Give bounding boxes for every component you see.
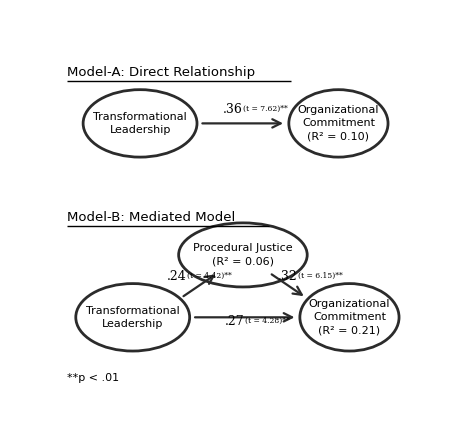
Text: .24: .24 (167, 270, 187, 283)
Text: (t = 4.42)**: (t = 4.42)** (187, 272, 232, 279)
Text: .27: .27 (225, 315, 245, 328)
Text: .32: .32 (278, 270, 297, 283)
Ellipse shape (289, 90, 388, 157)
Ellipse shape (179, 223, 307, 287)
Ellipse shape (83, 90, 197, 157)
Text: Organizational
Commitment
(R² = 0.21): Organizational Commitment (R² = 0.21) (309, 299, 390, 336)
Ellipse shape (300, 283, 399, 351)
Text: Transformational
Leadership: Transformational Leadership (86, 306, 180, 329)
Text: .36: .36 (223, 103, 243, 116)
Text: (t = 7.62)**: (t = 7.62)** (243, 105, 288, 113)
Text: **p < .01: **p < .01 (66, 373, 118, 383)
Text: Procedural Justice
(R² = 0.06): Procedural Justice (R² = 0.06) (193, 244, 293, 266)
Text: Organizational
Commitment
(R² = 0.10): Organizational Commitment (R² = 0.10) (298, 105, 379, 141)
Ellipse shape (76, 283, 190, 351)
Text: Model-B: Mediated Model: Model-B: Mediated Model (66, 211, 235, 224)
Text: (t = 6.15)**: (t = 6.15)** (298, 272, 342, 279)
Text: Transformational
Leadership: Transformational Leadership (93, 112, 187, 135)
Text: (t = 4.28)**: (t = 4.28)** (245, 316, 290, 325)
Text: Model-A: Direct Relationship: Model-A: Direct Relationship (66, 66, 255, 79)
